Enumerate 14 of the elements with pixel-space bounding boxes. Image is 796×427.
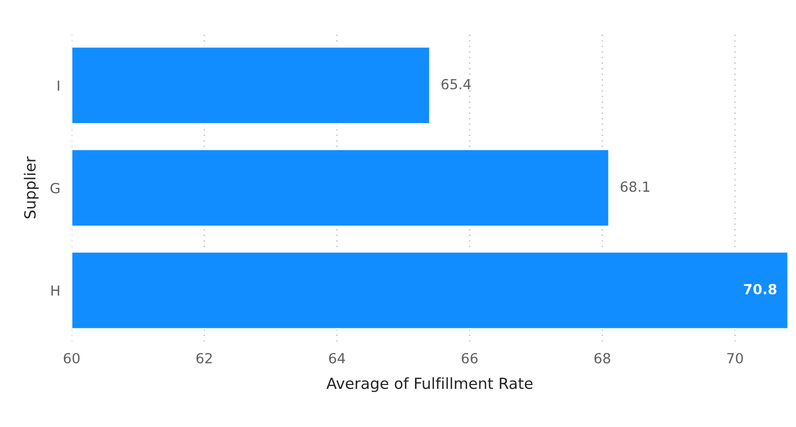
y-axis-title: Supplier <box>24 156 39 218</box>
y-tick-label: G <box>50 182 60 194</box>
x-tick-label: 68 <box>594 352 610 364</box>
x-tick-label: 70 <box>727 352 743 364</box>
x-tick-label: 60 <box>64 352 80 364</box>
data-label: 65.4 <box>442 78 471 90</box>
x-tick-label: 64 <box>329 352 346 364</box>
x-tick-label: 66 <box>462 352 478 364</box>
data-label: 70.8 <box>744 284 776 294</box>
y-tick-label: I <box>58 80 60 91</box>
y-tick-label: H <box>51 286 60 296</box>
data-label: 68.1 <box>620 181 650 192</box>
x-tick-label: 62 <box>196 352 212 364</box>
x-axis-title: Average of Fulfillment Rate <box>326 377 533 392</box>
